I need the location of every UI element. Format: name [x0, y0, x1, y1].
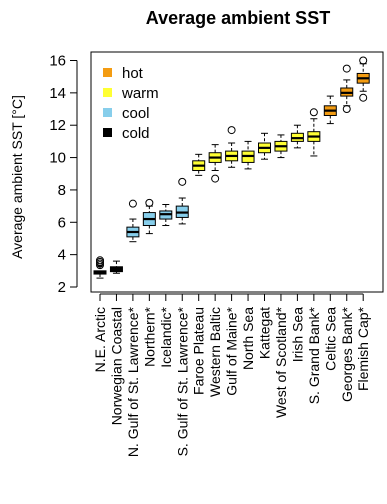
box-6	[175, 177, 189, 225]
x-axis: N.E. Arctic Norwegian Coastal N. Gulf of S…	[92, 293, 371, 457]
y-tick-label: 2	[58, 279, 66, 296]
y-tick-label: 14	[49, 85, 66, 102]
outlier-point	[178, 177, 187, 186]
legend-label-cool: cool	[122, 105, 150, 122]
box-8	[208, 144, 222, 183]
box-3	[126, 199, 140, 243]
x-category-label: Celtic Sea	[322, 307, 338, 371]
outlier-point	[359, 93, 368, 102]
y-axis-label: Average ambient SST [°C]	[9, 95, 25, 259]
x-category-label: Northern*	[141, 306, 157, 366]
box-1	[93, 256, 107, 279]
box-series	[93, 56, 370, 279]
plot-area-frame	[90, 51, 384, 293]
y-tick-label: 10	[49, 150, 66, 167]
y-tick-label: 4	[58, 247, 66, 264]
outlier-point	[211, 174, 220, 183]
legend-label-hot: hot	[122, 65, 144, 82]
x-category-label: N. Gulf of St. Lawrence*	[125, 306, 141, 457]
box-4	[142, 198, 156, 235]
outlier-point	[359, 56, 368, 65]
x-category-label: Gulf of Maine*	[224, 306, 240, 395]
x-category-label: N.E. Arctic	[92, 307, 108, 372]
x-category-label: S. Grand Bank*	[306, 306, 322, 404]
outlier-point	[309, 108, 318, 117]
y-axis: 2 4 6 8 10 12 14 16	[49, 53, 78, 296]
box-5	[159, 203, 173, 227]
y-tick-label: 6	[58, 214, 66, 231]
chart-title: Average ambient SST	[146, 8, 330, 28]
x-category-label: North Sea	[240, 307, 256, 370]
x-category-label: Western Baltic	[207, 307, 223, 397]
box-2	[109, 260, 123, 274]
x-category-label: S. Gulf of St. Lawrence*	[174, 306, 190, 456]
legend-label-warm: warm	[121, 85, 159, 102]
x-category-label: Icelandic*	[158, 306, 174, 367]
x-category-label: Norwegian Coastal	[108, 307, 124, 425]
box-16	[340, 64, 354, 114]
legend-swatch-warm	[103, 88, 112, 97]
legend-swatch-cool	[103, 108, 112, 117]
legend-label-cold: cold	[122, 125, 150, 142]
y-tick-label: 16	[49, 53, 66, 70]
box-10	[241, 140, 255, 170]
legend-swatch-hot	[103, 68, 112, 77]
box-7	[192, 153, 206, 176]
box-11	[258, 132, 271, 160]
outlier-point	[128, 199, 137, 208]
box-9	[225, 126, 239, 168]
x-category-label: Irish Sea	[289, 307, 305, 362]
x-category-label: Kattegat	[257, 307, 273, 359]
box-13	[290, 124, 304, 149]
box-17	[356, 56, 370, 102]
outlier-point	[96, 256, 104, 265]
legend-swatch-cold	[103, 128, 112, 137]
outlier-point	[227, 126, 236, 135]
x-category-label: Georges Bank*	[339, 306, 355, 401]
y-axis-label-group: Average ambient SST [°C]	[9, 95, 25, 259]
outlier-point	[145, 198, 154, 207]
box-12	[274, 134, 288, 159]
x-category-label: West of Scotland*	[273, 306, 289, 418]
box-14	[307, 108, 321, 157]
legend: hot warm cool cold	[103, 65, 159, 142]
outlier-point	[342, 105, 351, 114]
outlier-point	[342, 64, 351, 73]
x-category-label: Faroe Plateau	[191, 307, 207, 395]
y-tick-label: 8	[58, 182, 66, 199]
x-category-label: Flemish Cap*	[355, 306, 371, 391]
box-15	[323, 95, 337, 125]
y-tick-label: 12	[49, 117, 66, 134]
